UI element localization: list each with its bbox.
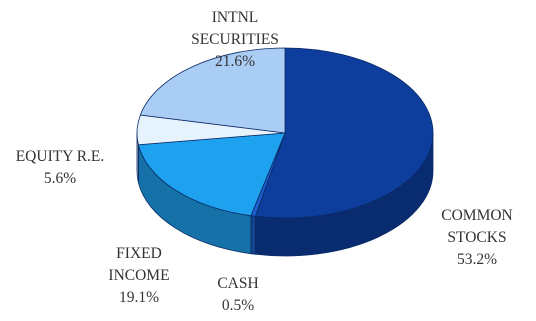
slice-value-intnl-securities: 21.6% xyxy=(215,53,255,70)
slice-fixed-income xyxy=(137,132,286,217)
slice-label-common-stocks: STOCKS xyxy=(447,229,506,246)
slice-label-fixed-income: FIXED xyxy=(116,245,162,262)
slice-value-fixed-income: 19.1% xyxy=(119,289,159,306)
slice-value-cash: 0.5% xyxy=(222,297,254,314)
slice-label-fixed-income: INCOME xyxy=(108,267,169,284)
pie-labels: COMMON STOCKS 53.2% CASH 0.5% FIXED INCOME 19.1… xyxy=(16,9,513,314)
pie-slices xyxy=(136,47,434,219)
slice-common-stocks xyxy=(254,47,434,219)
slice-value-common-stocks: 53.2% xyxy=(457,251,497,268)
slice-label-intnl-securities: INTNL xyxy=(212,9,259,26)
slice-label-equity-r-e: EQUITY R.E. xyxy=(16,148,105,165)
slice-intnl-securities xyxy=(139,47,286,134)
slice-label-cash: CASH xyxy=(217,275,258,292)
slice-value-equity-r-e: 5.6% xyxy=(44,170,76,187)
slice-label-intnl-securities: SECURITIES xyxy=(191,31,279,48)
slice-side-cash xyxy=(250,215,256,255)
slice-label-common-stocks: COMMON xyxy=(441,207,512,224)
